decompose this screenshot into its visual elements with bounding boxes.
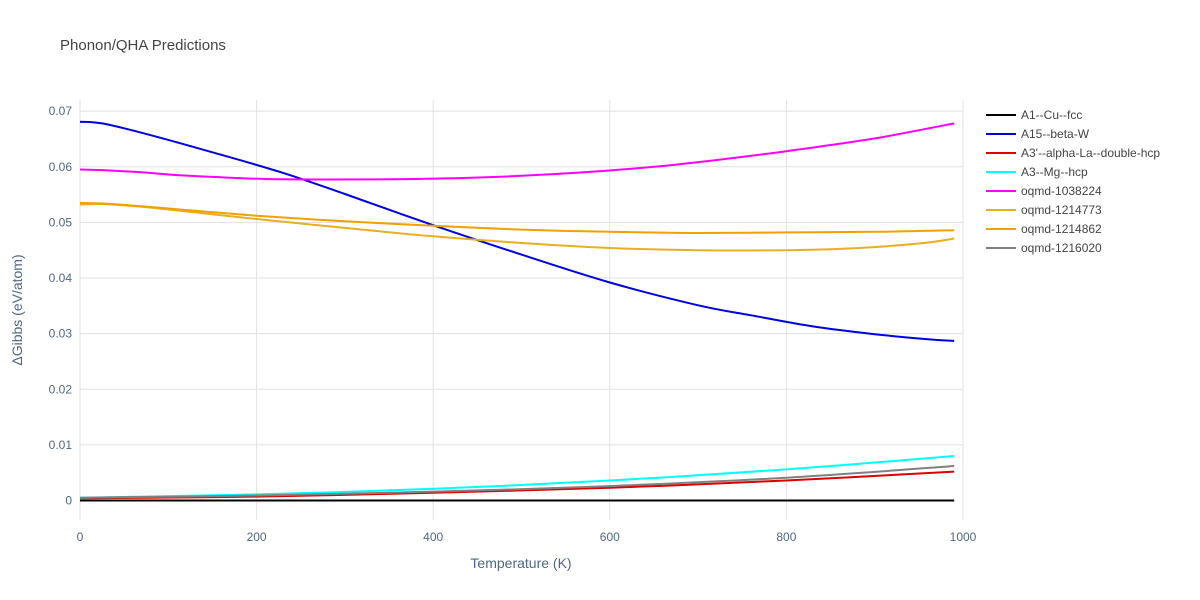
legend: A1--Cu--fcc A15--beta-W A3'--alpha-La--dou… bbox=[986, 108, 1160, 255]
legend-label: oqmd-1214773 bbox=[1021, 203, 1102, 217]
legend-label: A1--Cu--fcc bbox=[1021, 108, 1082, 122]
legend-label: oqmd-1216020 bbox=[1021, 241, 1102, 255]
chart-title: Phonon/QHA Predictions bbox=[60, 37, 226, 54]
y-tick-label: 0.02 bbox=[49, 382, 73, 396]
legend-label: A3--Mg--hcp bbox=[1021, 165, 1088, 179]
x-tick-label: 400 bbox=[423, 530, 443, 544]
y-tick-label: 0.01 bbox=[49, 438, 73, 452]
legend-label: A15--beta-W bbox=[1021, 127, 1090, 141]
plot-area bbox=[79, 120, 955, 502]
y-tick-label: 0.03 bbox=[49, 327, 73, 341]
x-tick-label: 1000 bbox=[950, 530, 977, 544]
series-line-A3'--alpha-La--double-hcp bbox=[79, 470, 955, 500]
series-line-oqmd-1214773 bbox=[79, 202, 955, 252]
grid bbox=[79, 100, 964, 520]
y-tick-label: 0.05 bbox=[49, 215, 73, 229]
x-tick-label: 800 bbox=[776, 530, 796, 544]
legend-label: oqmd-1038224 bbox=[1021, 184, 1102, 198]
y-tick-label: 0.06 bbox=[49, 160, 73, 174]
x-tick-label: 0 bbox=[77, 530, 84, 544]
series-line-oqmd-1214862 bbox=[79, 201, 955, 235]
y-tick-label: 0.04 bbox=[49, 271, 73, 285]
x-tick-label: 200 bbox=[247, 530, 267, 544]
series-line-oqmd-1216020 bbox=[79, 465, 955, 499]
x-axis-title: Temperature (K) bbox=[470, 555, 571, 571]
series-line-oqmd-1038224 bbox=[79, 122, 955, 181]
y-axis-ticks: 0 0.01 0.02 0.03 0.04 0.05 0.06 0.07 bbox=[49, 104, 73, 507]
x-axis-ticks: 0 200 400 600 800 1000 bbox=[77, 530, 977, 544]
legend-label: A3'--alpha-La--double-hcp bbox=[1021, 146, 1160, 160]
series-line-A15--beta-W bbox=[79, 120, 955, 342]
y-tick-label: 0 bbox=[65, 494, 72, 508]
legend-label: oqmd-1214862 bbox=[1021, 222, 1102, 236]
y-tick-label: 0.07 bbox=[49, 104, 73, 118]
x-tick-label: 600 bbox=[600, 530, 620, 544]
y-axis-title: ΔGibbs (eV/atom) bbox=[9, 254, 25, 365]
